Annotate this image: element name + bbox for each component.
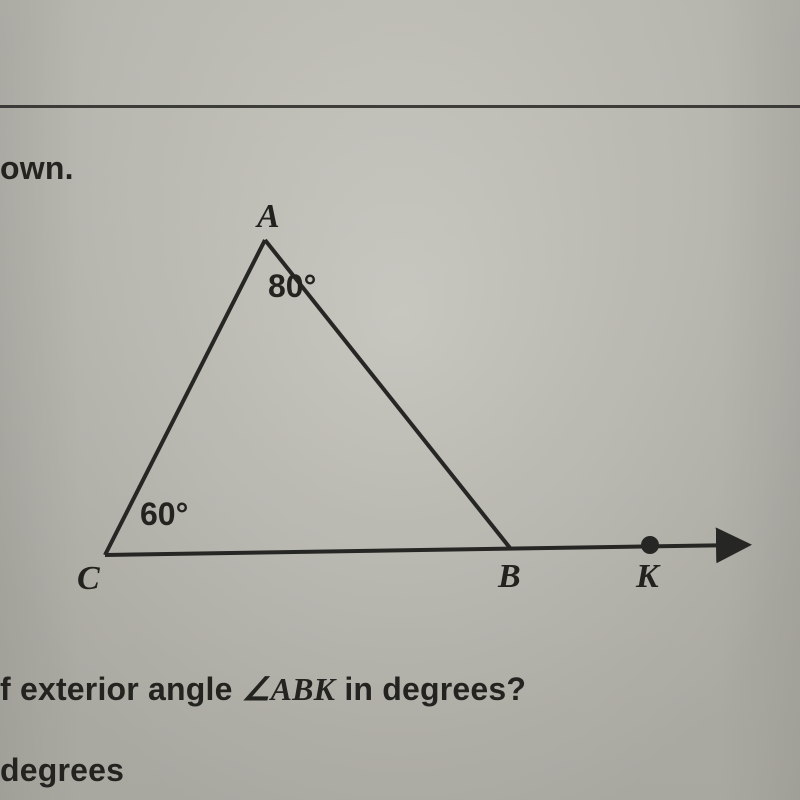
page-surface: own. A C B K 80° 60° f exterior angle ∠A… xyxy=(0,0,800,800)
fragment-mid: f exterior angle ∠ABK in degrees? xyxy=(0,670,526,708)
label-B: B xyxy=(498,558,521,596)
angle-A-label: 80° xyxy=(268,268,316,305)
label-A: A xyxy=(257,198,280,236)
fragment-mid-prefix: f exterior angle xyxy=(0,671,242,707)
angle-C-label: 60° xyxy=(140,496,188,533)
fragment-mid-suffix: in degrees? xyxy=(335,671,526,707)
fragment-bottom: degrees xyxy=(0,752,124,789)
label-C: C xyxy=(77,560,100,598)
angle-symbol: ∠ABK xyxy=(242,671,336,707)
label-K: K xyxy=(636,558,659,596)
point-K-dot xyxy=(641,536,659,554)
